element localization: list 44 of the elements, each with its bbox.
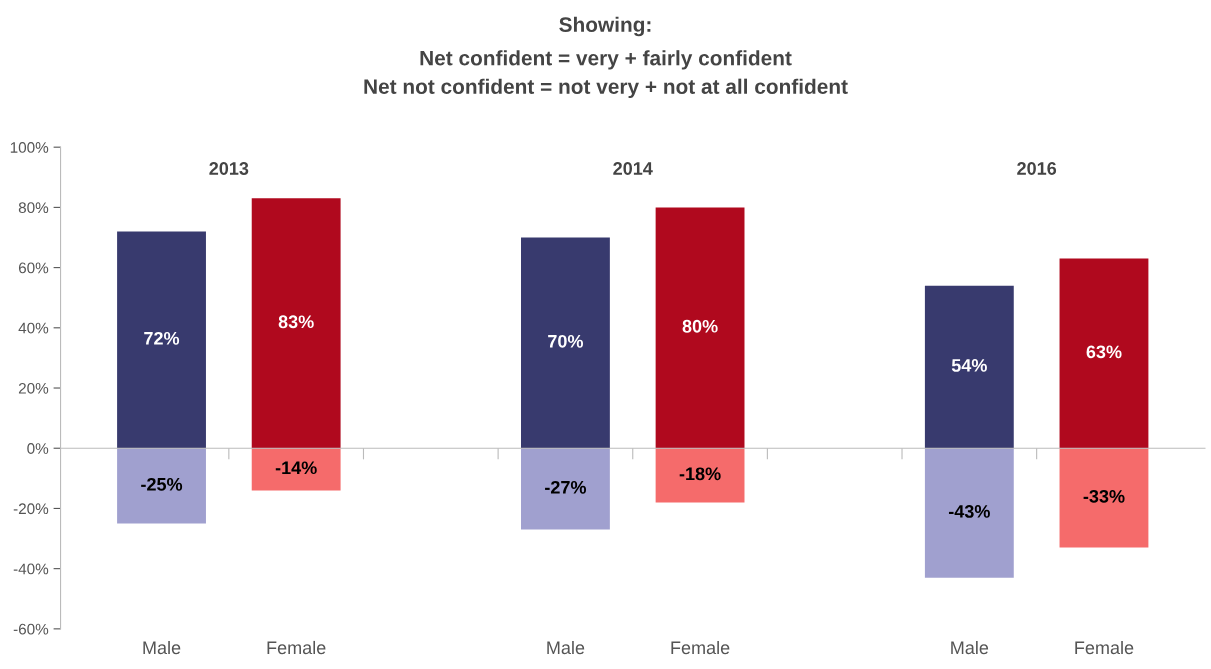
bar: [117, 448, 206, 524]
chart-title: Showing:: [559, 16, 651, 37]
bar: [117, 231, 206, 449]
x-tick-label: Male: [547, 640, 585, 655]
data-label: 63%: [1086, 345, 1122, 359]
bar: [1059, 448, 1149, 548]
bar: [521, 448, 610, 530]
data-label: 70%: [548, 334, 584, 348]
data-label: -25%: [141, 477, 183, 491]
data-label: -14%: [275, 461, 317, 475]
bar: [924, 285, 1014, 449]
bar: [1059, 258, 1149, 449]
y-tick-label: -20%: [13, 503, 49, 515]
x-tick-label: Female: [1075, 640, 1134, 655]
x-tick-label: Female: [267, 640, 326, 655]
bar: [655, 448, 745, 503]
chart-subtitle: Net confident = very + fairly confident Net not confident = not very + not at all confident: [364, 50, 848, 99]
y-tick-label: 0%: [27, 443, 49, 454]
data-label: -18%: [679, 467, 721, 481]
bar: [655, 207, 745, 449]
y-tick-label: 60%: [18, 262, 49, 274]
bar: [521, 237, 610, 449]
annotation: 2013: [209, 162, 249, 175]
data-label: 72%: [144, 331, 180, 345]
bar: [251, 198, 341, 449]
y-tick-label: 20%: [18, 382, 49, 394]
data-label: -43%: [948, 505, 990, 518]
y-tick-label: 100%: [10, 142, 49, 153]
y-tick-label: 40%: [18, 322, 49, 334]
data-label: 80%: [682, 319, 718, 333]
y-tick-label: -60%: [13, 623, 49, 635]
x-tick-label: Male: [951, 640, 989, 655]
bar: [924, 448, 1014, 578]
y-tick-label: -40%: [13, 563, 49, 575]
annotation: 2014: [613, 162, 653, 175]
x-tick-label: Male: [143, 640, 181, 655]
y-tick-label: 80%: [18, 202, 49, 214]
data-label: -27%: [545, 480, 587, 494]
data-label: 83%: [278, 315, 314, 329]
annotation: 2016: [1017, 162, 1057, 175]
data-label: -33%: [1083, 489, 1125, 503]
x-tick-label: Female: [671, 640, 730, 655]
data-label: 54%: [951, 359, 987, 372]
bar: [251, 448, 341, 491]
